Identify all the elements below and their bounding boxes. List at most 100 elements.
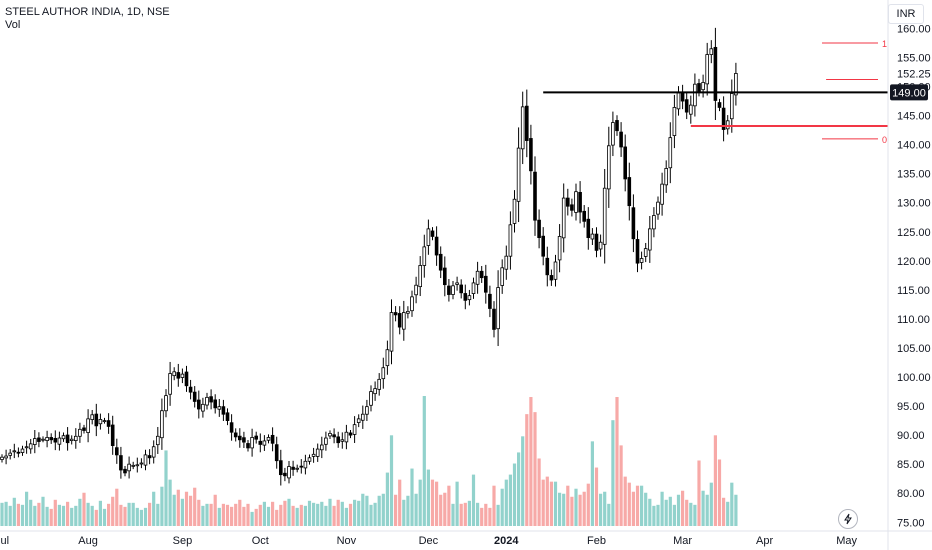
- volume-bar: [594, 467, 599, 526]
- volume-bar: [549, 481, 553, 526]
- candle-body: [721, 107, 726, 130]
- replay-button[interactable]: [838, 509, 858, 529]
- time-axis[interactable]: Jul Aug Sep Oct Nov Dec 2024 Feb Mar Apr May: [0, 530, 932, 547]
- candle-body: [648, 228, 652, 251]
- volume-bar: [394, 494, 398, 526]
- volume-bar: [78, 498, 82, 526]
- volume-bar: [656, 504, 660, 526]
- volume-bar: [258, 504, 262, 526]
- candle-body: [520, 106, 525, 150]
- last-price-label: 152.25: [897, 68, 931, 80]
- candle-body: [78, 428, 82, 437]
- candlesticks: [0, 27, 738, 486]
- candle-body: [356, 418, 361, 423]
- volume-bar: [467, 500, 471, 526]
- volume-bar: [590, 441, 594, 526]
- volume-bar: [336, 499, 340, 526]
- volume-bar: [447, 485, 451, 526]
- time-tick-label: Oct: [252, 535, 269, 547]
- time-tick-label: Apr: [756, 535, 773, 547]
- volume-bars: [0, 396, 738, 526]
- volume-bar: [184, 491, 189, 526]
- volume-bar: [681, 490, 685, 526]
- volume-bar: [701, 490, 705, 526]
- candle-body: [553, 261, 558, 280]
- candle-body: [135, 464, 140, 467]
- volume-bar: [381, 493, 385, 526]
- price-tick-label: 130.00: [897, 198, 931, 210]
- volume-bar: [414, 493, 418, 526]
- volume-bar: [316, 503, 320, 526]
- candle-body: [660, 183, 664, 205]
- volume-bar: [615, 397, 619, 526]
- volume-bar: [37, 502, 41, 526]
- volume-bar: [566, 485, 570, 526]
- volume-bar: [254, 508, 258, 526]
- volume-bar: [586, 483, 590, 526]
- volume-bar: [49, 508, 53, 526]
- volume-bar: [640, 485, 644, 526]
- symbol-title[interactable]: STEEL AUTHOR INDIA, 1D, NSE: [5, 6, 170, 18]
- volume-bar: [410, 468, 414, 526]
- volume-bar: [512, 463, 517, 526]
- candle-body: [184, 371, 189, 387]
- candle-body: [336, 436, 340, 444]
- candle-body: [28, 443, 33, 450]
- candle-body: [360, 413, 365, 421]
- volume-bar: [275, 509, 279, 526]
- candle-body: [701, 82, 705, 91]
- candle-body: [254, 435, 259, 440]
- time-tick-label: Sep: [173, 535, 193, 547]
- volume-bar: [693, 504, 697, 526]
- candle-body: [151, 446, 156, 458]
- candle-body: [74, 435, 78, 441]
- candle-body: [246, 443, 250, 449]
- price-tick-label: 95.00: [897, 401, 925, 413]
- volume-bar: [562, 493, 566, 526]
- candle-body: [168, 373, 172, 395]
- volume-bar: [123, 506, 127, 526]
- volume-bar: [221, 503, 225, 526]
- candle-body: [635, 239, 640, 264]
- candle-body: [426, 228, 431, 246]
- currency-label[interactable]: INR: [888, 4, 924, 24]
- time-tick-label: Feb: [587, 535, 606, 547]
- candle-body: [340, 439, 345, 442]
- price-axis[interactable]: 75.00 80.00 85.00 90.00 95.00 100.00 105.00 110…: [887, 0, 931, 550]
- volume-bar: [324, 505, 328, 526]
- volume-bar: [635, 485, 640, 526]
- time-tick-label: May: [836, 535, 857, 547]
- volume-bar: [152, 491, 156, 526]
- volume-bar: [623, 476, 627, 526]
- volume-indicator-label[interactable]: Vol: [5, 19, 21, 31]
- volume-bar: [307, 500, 312, 526]
- candle-body: [98, 419, 103, 425]
- volume-bar: [127, 502, 131, 526]
- horizontal-levels[interactable]: 10: [543, 39, 888, 145]
- volume-bar: [480, 507, 484, 526]
- candle-body: [110, 424, 115, 446]
- candle-body: [377, 378, 381, 390]
- candle-body: [303, 460, 308, 469]
- candle-body: [463, 293, 468, 301]
- volume-bar: [82, 492, 86, 526]
- volume-bar: [664, 499, 668, 526]
- volume-bar: [344, 507, 348, 526]
- volume-bar: [201, 505, 205, 526]
- candle-body: [258, 440, 263, 445]
- candle-body: [566, 197, 570, 207]
- volume-bar: [668, 496, 672, 526]
- candle-body: [274, 444, 279, 462]
- volume-bar: [504, 479, 508, 526]
- volume-bar: [689, 502, 693, 526]
- volume-bar: [398, 479, 402, 526]
- price-tick-label: 125.00: [897, 227, 931, 239]
- candle-body: [180, 373, 185, 378]
- candle-body: [213, 399, 218, 409]
- volume-bar: [348, 503, 353, 526]
- candle-body: [557, 236, 562, 261]
- candle-body: [525, 105, 529, 141]
- candle-body: [20, 448, 25, 453]
- candle-body: [479, 270, 484, 279]
